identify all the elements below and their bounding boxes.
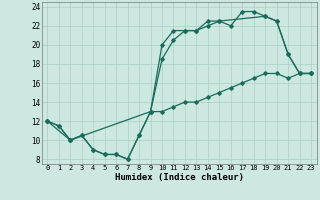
X-axis label: Humidex (Indice chaleur): Humidex (Indice chaleur) (115, 173, 244, 182)
